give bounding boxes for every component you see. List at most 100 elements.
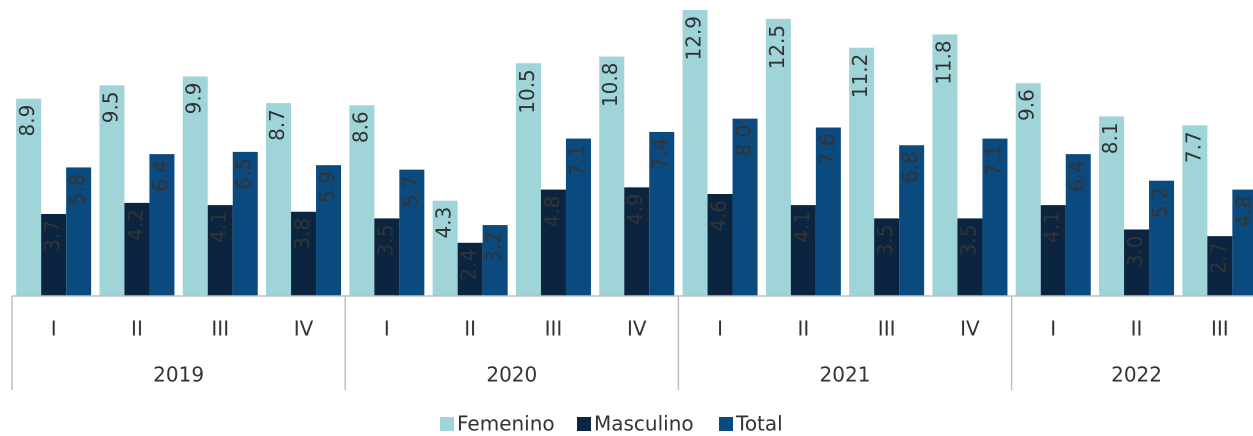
value-label: 12.9 <box>682 16 706 61</box>
value-label: 3.8 <box>290 218 314 250</box>
value-label: 9.5 <box>98 91 122 123</box>
bar <box>1040 205 1066 296</box>
bar <box>232 151 258 296</box>
bar <box>932 34 958 296</box>
bar <box>349 105 375 296</box>
bar <box>732 118 758 297</box>
value-label: 6.8 <box>898 151 922 183</box>
bar <box>515 63 541 296</box>
bar <box>374 218 400 296</box>
value-label: 5.8 <box>65 173 89 205</box>
bar <box>790 205 816 296</box>
group-label: 2022 <box>1111 363 1162 387</box>
bar <box>182 76 208 296</box>
bar <box>624 187 650 296</box>
value-label: 10.5 <box>515 69 539 114</box>
value-label: 3.7 <box>40 220 64 252</box>
x-tick-label: III <box>878 317 896 341</box>
bar <box>291 211 317 296</box>
value-label: 7.4 <box>648 138 672 170</box>
bar <box>432 200 458 296</box>
bar <box>1015 83 1041 297</box>
value-label: 5.7 <box>398 176 422 208</box>
group-label: 2020 <box>486 363 537 387</box>
value-label: 9.6 <box>1015 89 1039 121</box>
bar <box>957 218 983 296</box>
bar <box>66 167 92 296</box>
bar <box>1182 125 1208 296</box>
value-label: 6.4 <box>148 160 172 192</box>
value-label: 6.5 <box>232 158 256 190</box>
value-label: 4.6 <box>707 200 731 232</box>
bar <box>849 47 875 296</box>
value-label: 4.8 <box>540 196 564 228</box>
bar <box>207 205 233 296</box>
value-label: 5.2 <box>1148 187 1172 219</box>
value-label: 4.9 <box>623 193 647 225</box>
value-label: 3.5 <box>373 224 397 256</box>
value-label: 7.1 <box>565 145 589 177</box>
x-tick-label: I <box>717 317 723 341</box>
legend-label: Femenino <box>457 412 555 436</box>
bar <box>1149 180 1175 296</box>
x-tick-label: III <box>211 317 229 341</box>
bar <box>1065 154 1091 296</box>
bar <box>982 138 1008 296</box>
value-label: 12.5 <box>765 25 789 70</box>
legend-label: Total <box>735 412 783 436</box>
value-label: 8.6 <box>348 111 372 143</box>
value-label: 4.3 <box>432 207 456 239</box>
bar <box>41 213 67 296</box>
x-tick-label: IV <box>960 317 980 341</box>
value-label: 8.7 <box>265 109 289 141</box>
bar <box>1099 116 1125 296</box>
value-label: 2.7 <box>1206 242 1230 274</box>
x-tick-label: II <box>464 317 476 341</box>
bar <box>124 202 150 296</box>
legend-swatch <box>440 417 454 431</box>
value-label: 5.9 <box>315 171 339 203</box>
x-tick-label: III <box>1211 317 1229 341</box>
group-label: 2019 <box>153 363 204 387</box>
x-tick-label: I <box>1050 317 1056 341</box>
value-label: 8.9 <box>15 105 39 137</box>
bar <box>765 18 791 296</box>
bar <box>682 10 708 296</box>
value-label: 4.2 <box>123 209 147 241</box>
value-label: 7.7 <box>1181 131 1205 163</box>
value-label: 3.5 <box>956 224 980 256</box>
bar <box>1207 236 1233 296</box>
x-tick-label: I <box>384 317 390 341</box>
value-label: 7.6 <box>815 134 839 166</box>
value-label: 4.1 <box>790 211 814 243</box>
value-label: 7.1 <box>981 145 1005 177</box>
x-tick-label: III <box>545 317 563 341</box>
bar <box>99 85 125 296</box>
x-tick-label: II <box>797 317 809 341</box>
bar <box>399 169 425 296</box>
group-label: 2021 <box>820 363 871 387</box>
bar <box>707 194 733 296</box>
bar <box>1124 229 1150 296</box>
legend-swatch <box>577 417 591 431</box>
bar <box>599 56 625 297</box>
bar <box>874 218 900 296</box>
bar <box>649 131 675 296</box>
value-label: 8.1 <box>1098 122 1122 154</box>
value-label: 11.2 <box>848 54 872 99</box>
x-tick-label: II <box>1131 317 1143 341</box>
value-label: 2.4 <box>457 249 481 281</box>
x-tick-label: IV <box>627 317 647 341</box>
value-label: 3.0 <box>1123 235 1147 267</box>
value-label: 4.8 <box>1231 196 1253 228</box>
value-label: 4.1 <box>207 211 231 243</box>
bar <box>16 98 42 297</box>
value-label: 3.2 <box>482 231 506 263</box>
x-tick-label: II <box>131 317 143 341</box>
bar <box>899 145 925 296</box>
value-label: 3.5 <box>873 224 897 256</box>
bar <box>540 189 566 296</box>
bar <box>149 154 175 296</box>
value-label: 9.9 <box>182 83 206 115</box>
